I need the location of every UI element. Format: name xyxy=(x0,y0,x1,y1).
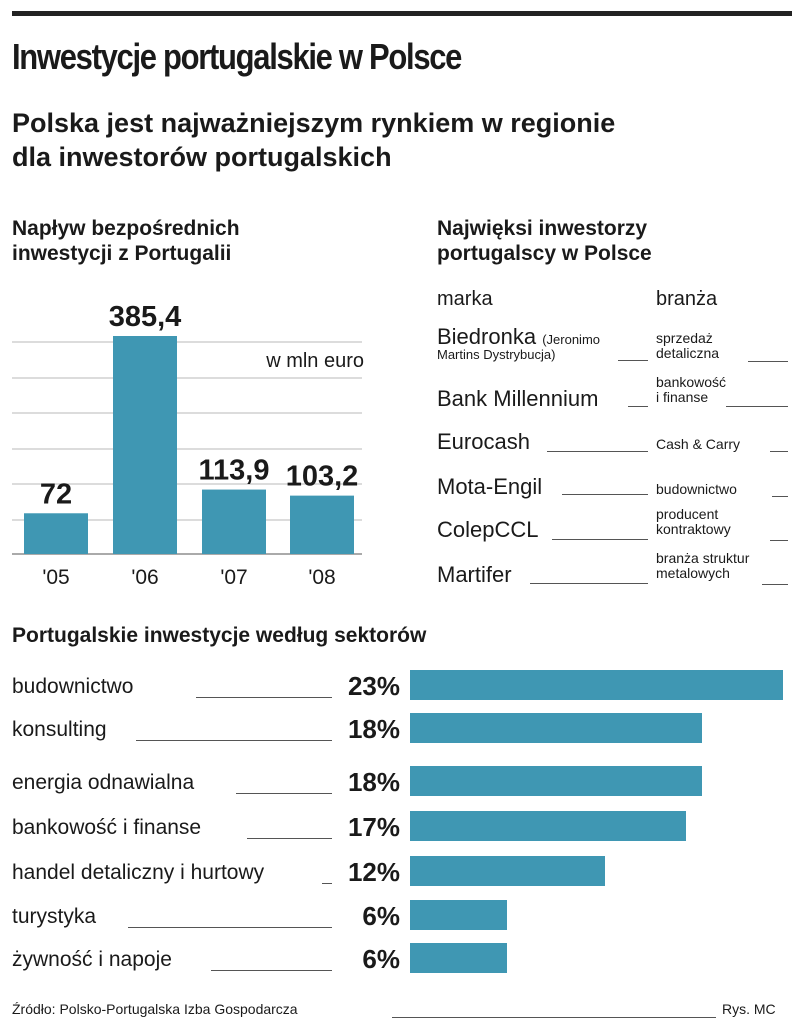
leader-line xyxy=(770,451,788,452)
bar-05 xyxy=(24,513,88,554)
investor-brand: Mota-Engil xyxy=(437,474,543,499)
leader-line xyxy=(247,838,332,839)
investor-industry: budownictwo xyxy=(656,481,737,497)
sector-label: energia odnawialna xyxy=(12,771,195,794)
sector-label: żywność i napoje xyxy=(12,948,172,971)
sector-bar xyxy=(410,856,605,886)
top-rule xyxy=(12,11,792,16)
sector-label: budownictwo xyxy=(12,675,134,698)
bar-07 xyxy=(202,489,266,554)
x-tick-label: '06 xyxy=(131,566,158,589)
bar-08 xyxy=(290,495,354,554)
sector-bar xyxy=(410,943,508,973)
sector-value: 18% xyxy=(347,714,400,744)
leader-line xyxy=(618,360,648,361)
leader-line xyxy=(770,540,788,541)
x-tick-label: '07 xyxy=(220,566,247,589)
leader-line xyxy=(530,583,648,584)
data-label: 385,4 xyxy=(109,301,182,333)
sector-bar xyxy=(410,713,702,743)
subtitle-line-1: Polska jest najważniejszym rynkiem w reg… xyxy=(12,108,616,138)
leader-line xyxy=(547,451,648,452)
investor-industry: Cash & Carry xyxy=(656,436,741,452)
leader-line xyxy=(748,361,788,362)
sector-bar xyxy=(410,670,783,700)
investor-industry: producent kontraktowy xyxy=(656,506,731,537)
source-rule xyxy=(392,1017,716,1018)
investor-brand-name: Biedronka xyxy=(437,324,537,349)
data-label: 72 xyxy=(40,478,72,510)
investor-brand: Bank Millennium xyxy=(437,386,599,411)
subtitle: Polska jest najważniejszym rynkiem w reg… xyxy=(12,106,615,174)
unit-label: w mln euro xyxy=(265,350,364,372)
leader-line xyxy=(762,584,788,585)
sector-label: turystyka xyxy=(12,905,97,928)
leader-line xyxy=(196,697,332,698)
sector-value: 18% xyxy=(347,767,400,797)
investor-brand: Martifer xyxy=(437,562,512,587)
investor-brand-note: (Jeronimo xyxy=(542,332,600,347)
leader-line xyxy=(322,883,332,884)
column-header-industry: branża xyxy=(656,288,718,310)
leader-line xyxy=(772,496,788,497)
sector-bar xyxy=(410,766,702,796)
sector-value: 17% xyxy=(347,812,400,842)
leader-line xyxy=(128,927,332,928)
sector-bar xyxy=(410,900,508,930)
fdi-chart-title-line-2: inwestycji z Portugalii xyxy=(12,242,232,265)
x-tick-label: '08 xyxy=(308,566,335,589)
data-label: 103,2 xyxy=(286,461,359,493)
investors-title: Najwięksi inwestorzy portugalscy w Polsc… xyxy=(437,216,652,266)
investors-title-line-1: Najwięksi inwestorzy xyxy=(437,217,648,240)
bar-06 xyxy=(113,336,177,554)
page-title: Inwestycje portugalskie w Polsce xyxy=(12,36,462,77)
fdi-chart-title-line-1: Napływ bezpośrednich xyxy=(12,217,240,240)
investor-industry: branża struktur metalowych xyxy=(656,550,750,581)
sector-value: 6% xyxy=(362,901,400,931)
investors-title-line-2: portugalscy w Polsce xyxy=(437,242,652,265)
leader-line xyxy=(726,406,788,407)
sector-value: 12% xyxy=(347,857,400,887)
credit: Rys. MC xyxy=(722,1001,776,1017)
sector-label: bankowość i finanse xyxy=(12,816,202,839)
x-tick-label: '05 xyxy=(42,566,69,589)
investor-brand: ColepCCL xyxy=(437,517,539,542)
fdi-chart-title: Napływ bezpośrednich inwestycji z Portug… xyxy=(12,216,240,266)
investor-industry: sprzedaż detaliczna xyxy=(656,330,720,361)
source-note: Źródło: Polsko-Portugalska Izba Gospodar… xyxy=(12,1001,298,1017)
leader-line xyxy=(552,539,648,540)
sector-chart-title: Portugalskie inwestycje według sektorów xyxy=(12,624,427,647)
sector-bar xyxy=(410,811,686,841)
column-header-brand: marka xyxy=(437,288,493,310)
leader-line xyxy=(628,406,648,407)
unit-label-bg xyxy=(238,348,362,372)
sector-label: handel detaliczny i hurtowy xyxy=(12,861,265,884)
leader-line xyxy=(562,494,648,495)
investor-industry: bankowość i finanse xyxy=(656,374,727,405)
leader-line xyxy=(211,970,332,971)
investor-brand-line-2: Martins Dystrybucja) xyxy=(437,347,556,362)
sector-label: konsulting xyxy=(12,718,107,741)
sector-value: 23% xyxy=(347,671,400,701)
investor-brand: Biedronka (Jeronimo xyxy=(437,326,600,351)
leader-line xyxy=(236,793,332,794)
investor-brand: Eurocash xyxy=(437,429,530,454)
data-label: 113,9 xyxy=(199,455,270,487)
leader-line xyxy=(136,740,332,741)
subtitle-line-2: dla inwestorów portugalskich xyxy=(12,142,392,172)
sector-value: 6% xyxy=(362,944,400,974)
